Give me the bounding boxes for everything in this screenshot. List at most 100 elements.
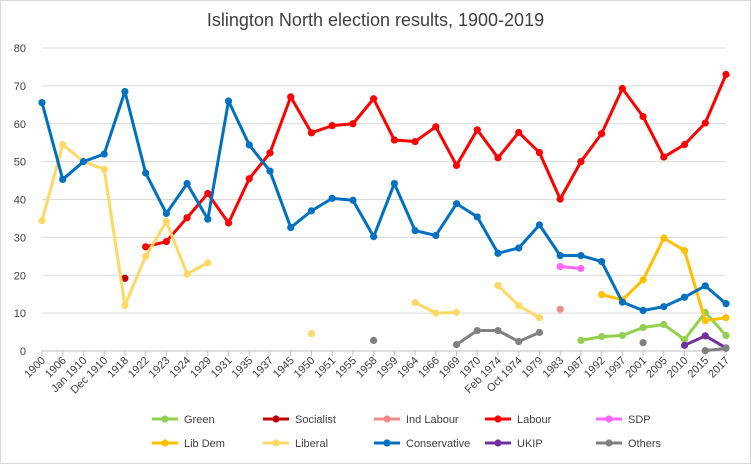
series-green	[577, 308, 730, 344]
data-point-conservative	[452, 200, 461, 208]
data-point-labour	[390, 136, 398, 144]
data-point-conservative	[266, 167, 274, 175]
x-tick-label: 1987	[561, 355, 587, 381]
data-point-labour	[639, 112, 647, 121]
data-point-liberal	[59, 140, 67, 149]
data-point-liberal	[142, 252, 150, 260]
data-point-labour	[204, 189, 212, 198]
data-point-lib-dem	[598, 290, 606, 299]
x-tick-label: 1997	[603, 355, 629, 381]
data-point-conservative	[224, 97, 233, 105]
legend-swatch-marker	[605, 439, 613, 447]
data-point-green	[598, 333, 606, 341]
legend-label: Ind Labour	[406, 414, 459, 426]
y-tick-label: 30	[14, 232, 26, 244]
data-point-labour	[224, 219, 233, 227]
data-point-green	[680, 336, 689, 344]
data-point-liberal	[515, 301, 523, 310]
data-point-labour	[701, 119, 709, 127]
x-tick-label: 1983	[541, 355, 567, 381]
data-point-labour	[452, 161, 461, 170]
data-point-labour	[680, 140, 689, 149]
data-point-liberal	[38, 217, 46, 225]
data-point-labour	[411, 137, 419, 146]
data-point-labour	[328, 122, 336, 130]
data-point-labour	[349, 120, 357, 128]
x-tick-label: 1918	[105, 355, 131, 381]
data-point-labour	[370, 95, 378, 103]
data-point-conservative	[598, 258, 606, 266]
legend-item-others: Others	[596, 438, 662, 450]
data-point-liberal	[535, 314, 544, 322]
data-point-ind-labour	[556, 305, 564, 313]
x-tick-label: 2017	[706, 355, 732, 381]
legend-swatch-marker	[161, 439, 169, 447]
data-point-labour	[535, 148, 544, 157]
data-point-green	[618, 331, 626, 340]
data-point-conservative	[618, 298, 626, 306]
data-point-liberal	[183, 270, 191, 278]
legend-swatch-marker	[494, 439, 502, 447]
data-point-labour	[142, 243, 150, 251]
data-point-sdp	[577, 264, 585, 273]
data-point-labour	[266, 149, 274, 157]
legend-label: UKIP	[517, 438, 543, 450]
data-point-liberal	[452, 308, 461, 316]
data-point-labour	[598, 129, 606, 138]
x-tick-label: 2010	[665, 355, 691, 381]
x-tick-label: 1937	[250, 355, 276, 381]
data-point-others	[370, 336, 378, 344]
data-point-labour	[722, 70, 730, 79]
series-line-labour	[144, 73, 728, 249]
legend: Green Socialist Ind Labour Labour SDP Lib Dem…	[152, 414, 662, 450]
data-point-conservative	[556, 251, 564, 260]
data-point-others	[722, 344, 730, 352]
y-tick-label: 40	[14, 195, 26, 207]
data-point-conservative	[59, 175, 67, 184]
gridlines	[42, 47, 726, 352]
legend-item-green: Green	[152, 414, 215, 426]
data-point-conservative	[515, 244, 523, 252]
data-point-labour	[245, 175, 253, 183]
data-point-green	[722, 331, 730, 340]
y-tick-label: 70	[14, 81, 26, 93]
x-tick-label: 1958	[354, 355, 380, 381]
data-point-labour	[577, 158, 585, 166]
legend-swatch-marker	[605, 415, 613, 423]
x-tick-label: 1951	[313, 355, 339, 381]
x-tick-label: 1935	[230, 355, 256, 381]
data-point-conservative	[660, 303, 668, 311]
data-point-conservative	[287, 223, 295, 232]
legend-item-ukip: UKIP	[485, 438, 543, 450]
series-line-conservative	[40, 90, 728, 312]
data-point-sdp	[556, 262, 564, 271]
data-point-conservative	[142, 169, 150, 177]
data-point-labour	[307, 129, 316, 137]
data-point-liberal	[411, 298, 419, 307]
legend-swatch-marker	[383, 415, 391, 423]
data-point-green	[577, 336, 585, 344]
data-point-conservative	[535, 221, 544, 229]
data-point-lib-dem	[680, 247, 689, 255]
data-point-liberal	[494, 281, 502, 290]
data-point-others	[473, 326, 481, 335]
data-point-conservative	[494, 249, 502, 257]
data-point-labour	[660, 153, 668, 161]
legend-item-liberal: Liberal	[263, 438, 328, 450]
data-point-labour	[515, 128, 523, 137]
x-tick-label: 1945	[271, 355, 297, 381]
y-tick-label: 10	[14, 308, 26, 320]
legend-swatch-marker	[272, 415, 280, 423]
data-point-others	[515, 337, 523, 346]
data-point-labour	[473, 126, 481, 134]
series-others	[370, 326, 730, 355]
series-labour	[142, 70, 730, 251]
legend-label: Lib Dem	[184, 438, 225, 450]
data-point-liberal	[432, 309, 440, 317]
series-conservative	[38, 87, 730, 315]
data-point-liberal	[204, 259, 212, 267]
x-tick-label: 1992	[582, 355, 608, 381]
data-point-conservative	[307, 207, 316, 215]
series-layer	[38, 70, 730, 355]
x-tick-label: 1923	[147, 355, 173, 381]
